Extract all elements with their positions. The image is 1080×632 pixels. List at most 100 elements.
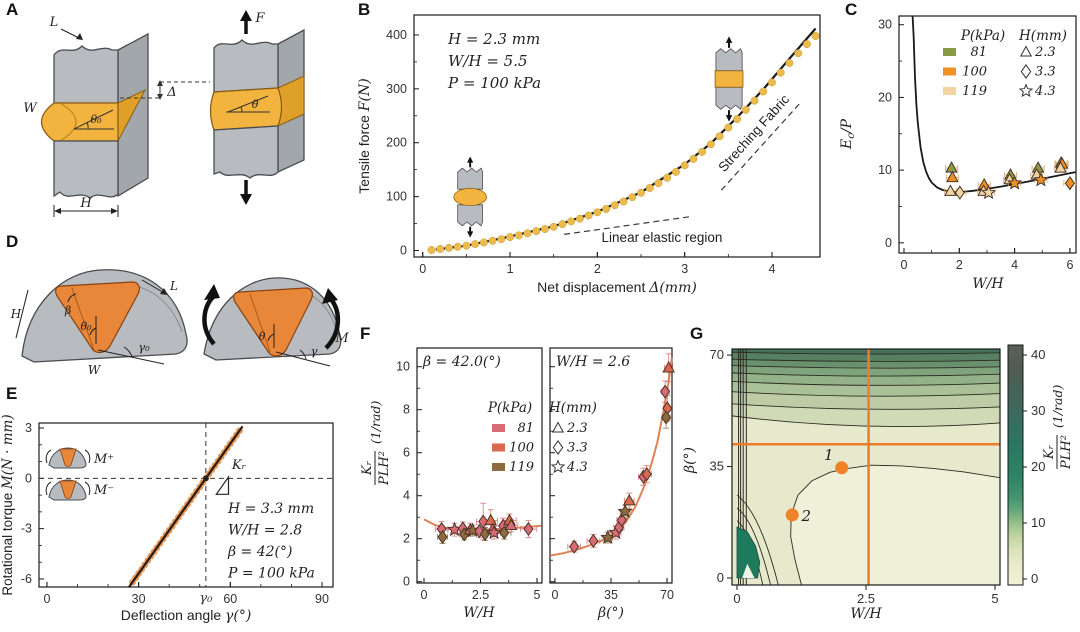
specimen-undeformed	[40, 28, 149, 217]
wedge-inset-icon	[45, 479, 91, 501]
svg-text:5: 5	[991, 591, 998, 606]
svg-text:W/H = 5.5: W/H = 5.5	[448, 52, 528, 70]
svg-text:β = 42.0(°): β = 42.0(°)	[422, 354, 501, 370]
svg-text:β = 42(°): β = 42(°)	[227, 544, 292, 560]
label-L: L	[169, 279, 178, 293]
svg-text:90: 90	[315, 592, 329, 606]
label-L: L	[49, 15, 59, 30]
panel-a-schematic: L W H Δ θ₀ θ F	[23, 10, 305, 217]
specimen-inset-icon	[714, 36, 744, 122]
svg-text:H(mm): H(mm)	[548, 400, 597, 416]
svg-text:6: 6	[403, 446, 410, 460]
svg-text:4: 4	[769, 262, 776, 276]
svg-text:30: 30	[132, 592, 146, 606]
svg-text:70: 70	[660, 588, 674, 602]
svg-text:35: 35	[710, 459, 724, 474]
label-theta0: θ₀	[90, 113, 102, 126]
svg-text:W/H = 2.8: W/H = 2.8	[228, 523, 302, 539]
svg-text:2: 2	[956, 258, 963, 272]
svg-text:10: 10	[878, 163, 892, 177]
svg-text:0: 0	[1031, 571, 1038, 586]
svg-text:M⁻: M⁻	[93, 483, 114, 498]
svg-text:400: 400	[386, 28, 407, 42]
force-up-arrow-icon	[240, 10, 252, 21]
svg-text:3: 3	[681, 262, 688, 276]
svg-text:1: 1	[824, 446, 834, 464]
svg-text:PLH²: PLH²	[377, 451, 392, 486]
svg-text:100: 100	[386, 190, 407, 204]
svg-text:300: 300	[386, 82, 407, 96]
svg-text:W/H: W/H	[972, 276, 1004, 292]
svg-text:30: 30	[1031, 403, 1045, 418]
svg-text:4: 4	[403, 489, 410, 503]
svg-text:Kᵣ: Kᵣ	[1042, 444, 1057, 460]
svg-text:60: 60	[223, 592, 237, 606]
svg-text:PLH²: PLH²	[1059, 435, 1074, 470]
panel-label-a: A	[6, 0, 19, 19]
svg-text:10: 10	[396, 360, 410, 374]
svg-text:P = 100 kPa: P = 100 kPa	[227, 566, 315, 582]
svg-text:Rotational torque M(N · mm): Rotational torque M(N · mm)	[0, 414, 16, 595]
svg-text:0: 0	[885, 236, 892, 250]
panel-label-f: F	[360, 324, 371, 343]
svg-text:35: 35	[604, 588, 618, 602]
panel-label-c: C	[845, 0, 858, 19]
specimen-stretched	[209, 10, 305, 205]
svg-text:2.3: 2.3	[1034, 45, 1056, 60]
svg-text:M⁺: M⁺	[93, 452, 114, 467]
moment-arrow-right-icon	[324, 296, 340, 350]
label-H: H	[10, 307, 22, 321]
svg-text:Kᵣ: Kᵣ	[360, 460, 375, 476]
svg-text:2: 2	[403, 532, 410, 546]
svg-text:5: 5	[534, 588, 541, 602]
label-theta: θ	[252, 98, 259, 111]
svg-text:-3: -3	[21, 522, 32, 536]
force-down-arrow-icon	[240, 194, 252, 205]
wedge-inset-icon	[45, 447, 91, 469]
panel-c-chart: 0 2 4 6 0 10 20 30 P(kPa) H(mm) 81 100 119 2.3 3.3 4.3 W…	[839, 15, 1077, 292]
svg-text:70: 70	[710, 347, 724, 362]
svg-text:3.3: 3.3	[1035, 65, 1056, 80]
label-theta0: θ₀	[80, 320, 92, 333]
label-gamma0: γ₀	[138, 340, 150, 354]
svg-text:2: 2	[800, 507, 811, 525]
svg-text:(1/rad): (1/rad)	[368, 401, 383, 444]
svg-text:20: 20	[878, 90, 892, 104]
svg-text:2.5: 2.5	[472, 588, 489, 602]
label-theta: θ	[259, 330, 266, 343]
svg-text:20: 20	[1031, 459, 1045, 474]
svg-text:(1/rad): (1/rad)	[1050, 385, 1065, 428]
svg-text:Tensile force F(N): Tensile force F(N)	[356, 78, 373, 193]
svg-text:P(kPa): P(kPa)	[960, 28, 1005, 44]
svg-text:40: 40	[1031, 347, 1045, 362]
svg-text:119: 119	[509, 460, 534, 475]
svg-text:6: 6	[1066, 258, 1073, 272]
svg-text:Kᵣ: Kᵣ	[231, 458, 247, 473]
svg-text:0: 0	[421, 588, 428, 602]
svg-text:0: 0	[717, 570, 724, 585]
label-H: H	[79, 196, 92, 211]
svg-text:β(°): β(°)	[682, 447, 698, 474]
label-gamma: γ	[311, 344, 318, 358]
svg-text:P(kPa): P(kPa)	[487, 400, 532, 416]
svg-text:H(mm): H(mm)	[1018, 28, 1067, 44]
svg-text:W/H = 2.6: W/H = 2.6	[556, 354, 630, 370]
svg-text:119: 119	[962, 84, 987, 99]
panel-d-schematic: H β θ₀ W γ₀ L θ γ M	[10, 269, 349, 377]
label-delta: Δ	[166, 85, 176, 100]
svg-text:0: 0	[733, 591, 740, 606]
svg-text:0: 0	[25, 471, 32, 485]
svg-text:W/H: W/H	[463, 605, 495, 621]
label-F: F	[254, 11, 265, 26]
svg-text:-6: -6	[21, 572, 32, 586]
colorbar	[1007, 344, 1024, 586]
svg-text:0: 0	[419, 262, 426, 276]
svg-text:Deflection angle γ(°): Deflection angle γ(°)	[121, 607, 252, 624]
panel-label-e: E	[6, 384, 18, 403]
svg-text:2.3: 2.3	[566, 421, 588, 436]
label-beta: β	[64, 304, 71, 317]
label-W: W	[88, 363, 102, 377]
